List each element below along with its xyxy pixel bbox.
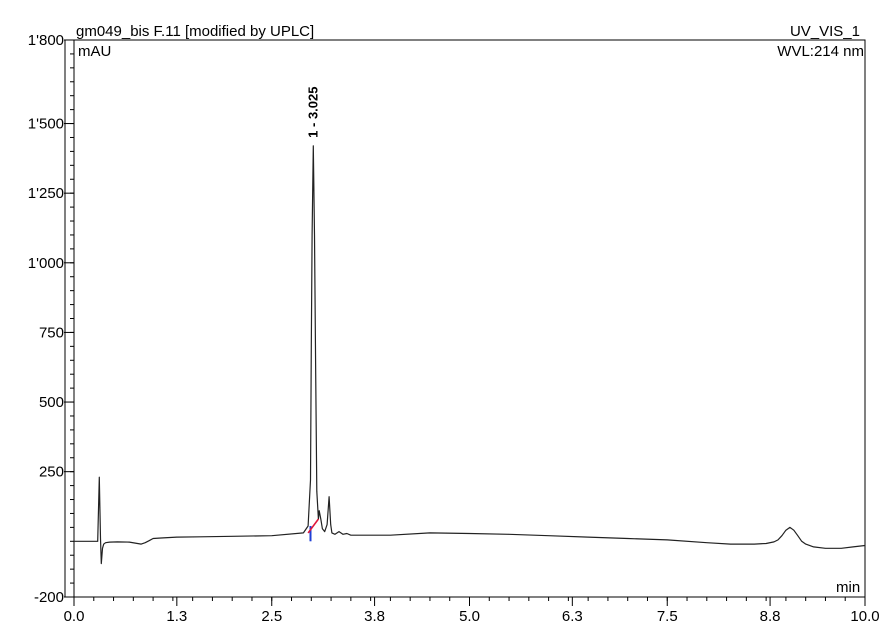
x-tick-label: 3.8 bbox=[364, 608, 385, 625]
series-line bbox=[74, 145, 866, 565]
channel-label: UV_VIS_1 bbox=[790, 23, 860, 40]
y-tick-label: 1'500 bbox=[28, 116, 64, 133]
x-tick-label: 8.8 bbox=[760, 608, 781, 625]
wavelength-label: WVL:214 nm bbox=[777, 43, 864, 60]
y-tick-label: -200 bbox=[34, 589, 64, 606]
x-tick-label: 0.0 bbox=[64, 608, 85, 625]
y-axis-unit-label: mAU bbox=[78, 43, 111, 60]
y-tick-label: 500 bbox=[39, 394, 64, 411]
integration-baseline bbox=[307, 518, 320, 534]
y-tick-label: 1'000 bbox=[28, 255, 64, 272]
x-tick-label: 6.3 bbox=[562, 608, 583, 625]
y-tick-label: 250 bbox=[39, 464, 64, 481]
integration-marks bbox=[307, 518, 320, 542]
x-tick-label: 7.5 bbox=[657, 608, 678, 625]
x-tick-label: 5.0 bbox=[459, 608, 480, 625]
x-tick-label: 2.5 bbox=[261, 608, 282, 625]
x-tick-label: 1.3 bbox=[166, 608, 187, 625]
y-tick-label: 750 bbox=[39, 324, 64, 341]
y-tick-label: 1'800 bbox=[28, 32, 64, 49]
y-axis: -200 250 500 750 1'000 1'250 1'500 1'800 bbox=[28, 32, 74, 606]
y-minor-ticks bbox=[70, 39, 74, 598]
x-tick-label: 10.0 bbox=[850, 608, 879, 625]
series-group bbox=[74, 145, 866, 565]
y-tick-label: 1'250 bbox=[28, 185, 64, 202]
plot-frame bbox=[64, 39, 866, 598]
peak-labels: 1 - 3.025 bbox=[305, 87, 320, 138]
peak-label: 1 - 3.025 bbox=[305, 87, 320, 138]
x-axis: 0.0 1.3 2.5 3.8 5.0 6.3 7.5 8.8 10.0 bbox=[64, 597, 880, 625]
x-axis-unit-label: min bbox=[836, 579, 860, 596]
chart-title: gm049_bis F.11 [modified by UPLC] bbox=[76, 23, 314, 40]
